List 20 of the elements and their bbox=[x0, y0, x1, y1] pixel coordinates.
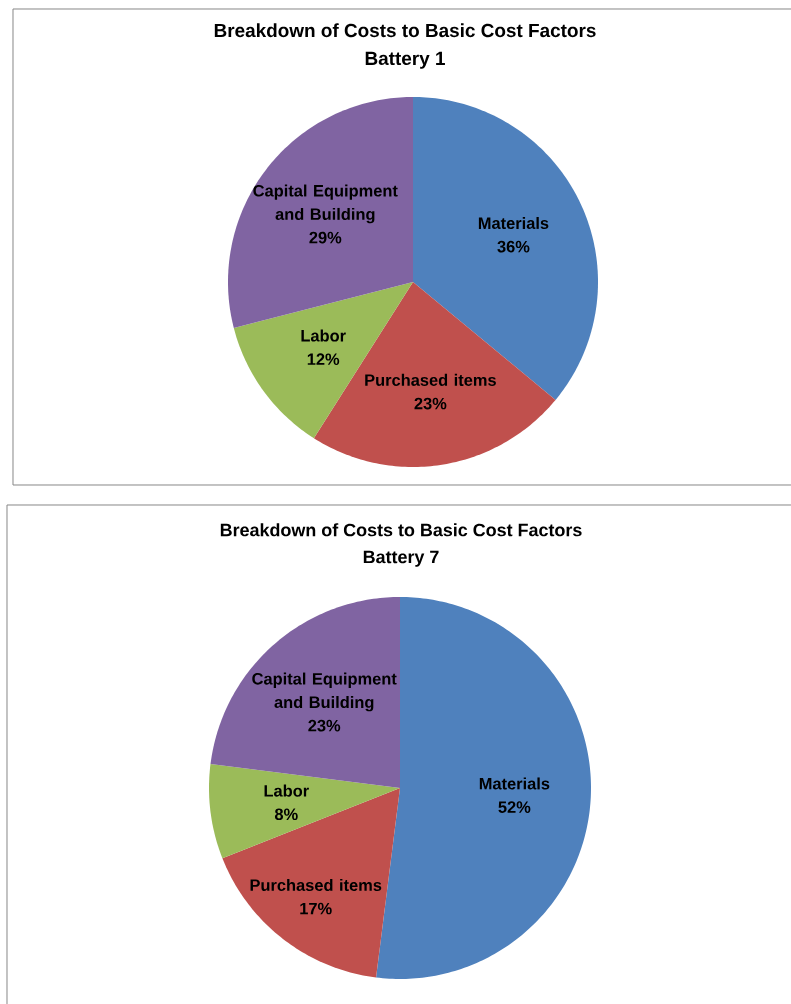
slice-label: Labor bbox=[264, 784, 309, 797]
slice-label: Purchased items bbox=[250, 878, 382, 891]
data-label: 29% bbox=[309, 231, 342, 244]
slice-label: Purchased items bbox=[365, 373, 496, 386]
slice-label: Labor bbox=[301, 329, 346, 342]
data-label: 8% bbox=[274, 808, 298, 821]
slice-label: Capital Equipment and Building bbox=[253, 184, 398, 224]
data-label: 12% bbox=[307, 353, 340, 365]
slice-label: Capital Equipment and Building bbox=[252, 672, 397, 712]
slice-label: Materials bbox=[478, 216, 549, 230]
chart-title: Breakdown of Costs to Basic Cost Factors bbox=[214, 23, 596, 38]
data-label: 23% bbox=[414, 397, 447, 410]
chart-subtitle: Battery 7 bbox=[363, 550, 439, 567]
slice-label: Materials bbox=[479, 777, 550, 790]
data-label: 23% bbox=[308, 719, 341, 732]
chart-subtitle: Battery 1 bbox=[365, 51, 445, 69]
data-label: 36% bbox=[497, 240, 530, 253]
data-label: 17% bbox=[300, 902, 332, 915]
data-label: 52% bbox=[498, 801, 531, 813]
chart-title: Breakdown of Costs to Basic Cost Factors bbox=[220, 523, 582, 537]
